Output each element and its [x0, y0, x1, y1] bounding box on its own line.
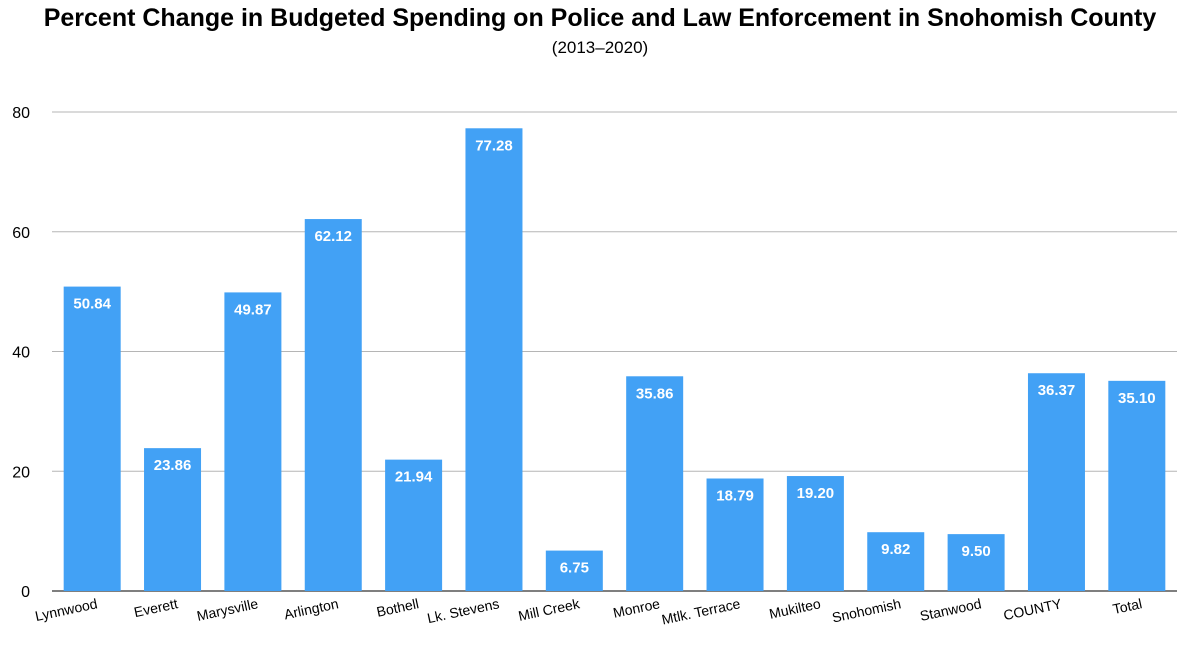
y-axis-ticks: 0 20 40 60 80 [12, 105, 30, 601]
bar-lynnwood [63, 286, 121, 591]
x-tick-label: Snohomish [831, 595, 903, 625]
y-tick-label: 60 [12, 225, 30, 242]
data-label: 50.84 [73, 296, 111, 313]
data-label: 9.50 [962, 543, 991, 560]
data-label: 18.79 [716, 487, 754, 504]
y-tick-label: 80 [12, 105, 30, 122]
bar-arlington [304, 219, 362, 591]
bar-mtlk-terrace [706, 478, 764, 591]
bar-county [1027, 373, 1085, 591]
data-label: 36.37 [1038, 382, 1076, 399]
y-tick-label: 20 [12, 464, 30, 481]
data-label: 77.28 [475, 137, 513, 154]
bars [63, 128, 1166, 591]
data-label: 21.94 [395, 469, 433, 486]
bar-snohomish [867, 532, 925, 591]
bar-lk-stevens [465, 128, 523, 591]
y-tick-label: 40 [12, 345, 30, 362]
data-label: 49.87 [234, 301, 272, 318]
bar-mill-creek [545, 550, 603, 591]
data-label: 19.20 [797, 485, 835, 502]
x-tick-label: Arlington [282, 595, 339, 622]
y-tick-label: 0 [21, 584, 30, 601]
value-labels: 50.84 23.86 49.87 62.12 21.94 77.28 6.75 35.86 1… [73, 137, 1155, 576]
x-tick-label: Lk. Stevens [426, 595, 501, 626]
x-tick-label: Monroe [612, 595, 662, 621]
x-tick-label: COUNTY [1002, 595, 1064, 623]
bar-monroe [626, 376, 684, 591]
bar-total [1108, 380, 1166, 591]
data-label: 35.10 [1118, 390, 1156, 407]
x-axis-ticks: Lynnwood Everett Marysville Arlington Bothel… [34, 595, 1144, 627]
data-label: 35.86 [636, 385, 674, 402]
chart-title: Percent Change in Budgeted Spending on P… [43, 4, 1157, 32]
bar-mukilteo [786, 476, 844, 591]
x-tick-label: Mtlk. Terrace [660, 595, 742, 627]
x-tick-label: Total [1111, 595, 1143, 617]
data-label: 62.12 [314, 228, 352, 245]
gridlines [52, 111, 1177, 592]
bar-stanwood [947, 534, 1005, 591]
bar-bothell [385, 459, 443, 591]
x-tick-label: Bothell [375, 595, 420, 620]
bar-marysville [224, 292, 282, 591]
data-label: 23.86 [154, 457, 192, 474]
bar-everett [144, 448, 202, 591]
x-tick-label: Everett [132, 595, 179, 620]
x-tick-label: Mill Creek [517, 595, 582, 624]
x-tick-label: Mukilteo [768, 595, 823, 622]
x-tick-label: Lynnwood [34, 595, 99, 624]
chart-subtitle: (2013–2020) [551, 38, 649, 57]
data-label: 9.82 [881, 541, 910, 558]
x-tick-label: Marysville [195, 595, 259, 624]
x-tick-label: Stanwood [918, 595, 982, 624]
data-label: 6.75 [560, 560, 589, 577]
